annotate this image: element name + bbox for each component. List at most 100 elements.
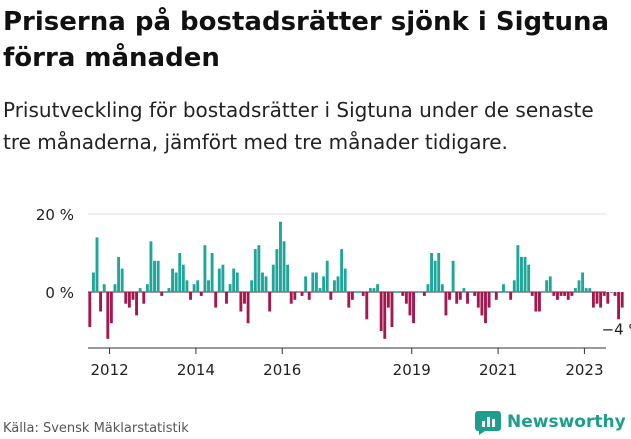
newsworthy-logo-icon <box>475 411 501 435</box>
bar <box>217 268 221 292</box>
bar <box>210 253 214 292</box>
bar <box>221 264 225 292</box>
bar <box>469 292 473 293</box>
bar <box>487 292 491 308</box>
bar <box>358 292 362 293</box>
bar <box>419 292 423 293</box>
bar <box>343 268 347 292</box>
bar <box>541 292 545 293</box>
bar <box>271 264 275 292</box>
x-tick-label: 2014 <box>177 361 215 379</box>
bar <box>609 292 613 293</box>
bar <box>250 280 254 292</box>
bar <box>167 288 171 292</box>
bar <box>203 245 207 292</box>
bar <box>142 292 146 304</box>
bar <box>297 292 300 293</box>
bar <box>570 292 574 296</box>
bar <box>458 292 462 300</box>
bar <box>552 292 556 296</box>
bar <box>311 272 315 292</box>
bar <box>595 292 599 304</box>
bar <box>530 292 534 296</box>
bar <box>462 288 466 292</box>
bar <box>559 292 563 296</box>
bar <box>235 272 239 292</box>
bar <box>512 280 516 292</box>
bar <box>505 292 509 293</box>
bar <box>257 245 261 292</box>
bar <box>246 292 250 324</box>
bar <box>253 249 257 292</box>
bar <box>192 284 196 292</box>
bar <box>282 241 286 292</box>
bar <box>484 292 487 324</box>
bar <box>178 253 182 292</box>
bar <box>502 284 505 292</box>
bar <box>599 292 603 308</box>
bar <box>124 292 128 304</box>
bar <box>498 292 502 293</box>
bar <box>566 292 570 300</box>
bar <box>145 284 149 292</box>
bar <box>412 292 415 324</box>
bar <box>494 292 498 300</box>
bar <box>225 292 228 304</box>
bar <box>109 292 113 324</box>
bar <box>476 292 480 308</box>
bar <box>322 276 326 292</box>
bar <box>156 260 160 292</box>
bar <box>591 292 595 308</box>
bar <box>88 292 92 328</box>
bar <box>102 284 106 292</box>
bar <box>307 292 311 300</box>
bar <box>138 288 142 292</box>
x-tick-label: 2023 <box>565 361 603 379</box>
bar <box>120 268 124 292</box>
bar <box>181 264 185 292</box>
bar <box>448 292 451 300</box>
bar <box>117 256 121 292</box>
bar <box>174 272 178 292</box>
bar <box>433 260 437 292</box>
bar <box>404 292 408 304</box>
bar <box>379 292 383 331</box>
bar <box>163 292 167 293</box>
bar <box>534 292 538 312</box>
bar <box>171 268 174 292</box>
bar <box>300 292 304 296</box>
x-tick-label: 2016 <box>263 361 301 379</box>
bar <box>451 260 455 292</box>
bar <box>286 264 290 292</box>
bar <box>332 280 336 292</box>
bar <box>520 256 523 292</box>
bar <box>386 292 390 308</box>
bar <box>415 292 419 293</box>
bar <box>480 292 484 316</box>
bar <box>401 292 405 296</box>
bar <box>127 292 131 308</box>
bar <box>577 280 581 292</box>
bar <box>606 292 610 304</box>
bar <box>196 280 200 292</box>
bar <box>318 288 322 292</box>
bar <box>440 284 444 292</box>
bar <box>99 292 103 312</box>
bar <box>556 292 559 300</box>
bar <box>581 272 585 292</box>
bar <box>368 288 372 292</box>
y-tick-label: 20 % <box>36 206 74 224</box>
bar <box>347 292 351 308</box>
latest-value-label: −4 % <box>602 321 631 339</box>
bar <box>131 292 135 300</box>
bar <box>455 292 459 304</box>
bar <box>545 280 549 292</box>
bar <box>426 284 430 292</box>
bar <box>376 284 380 292</box>
bar <box>613 292 617 296</box>
bar <box>275 249 279 292</box>
bar <box>584 288 588 292</box>
bar <box>279 221 282 292</box>
bar <box>548 276 552 292</box>
bar <box>516 245 520 292</box>
